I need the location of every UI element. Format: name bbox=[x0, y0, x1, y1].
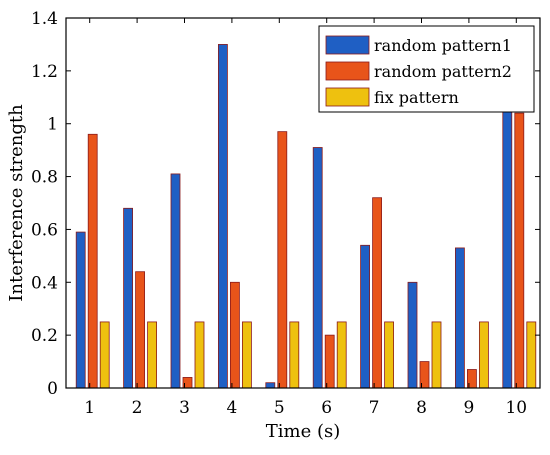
x-tick-label: 4 bbox=[226, 398, 237, 418]
y-axis-label: Interference strength bbox=[6, 104, 27, 302]
y-tick-label: 0.8 bbox=[31, 168, 58, 188]
bar-series1-cat8 bbox=[407, 281, 418, 389]
bar-series3-cat1 bbox=[99, 321, 110, 389]
legend-swatch-series1 bbox=[325, 35, 370, 55]
bar-series1-cat5 bbox=[265, 382, 276, 389]
bar-series1-cat7 bbox=[360, 244, 371, 389]
bar-series3-cat10 bbox=[526, 321, 537, 389]
plot-frame bbox=[65, 17, 541, 389]
y-tick-label: 1 bbox=[47, 115, 58, 135]
y-tick-label: 0.4 bbox=[31, 273, 58, 293]
x-tick-label: 3 bbox=[179, 398, 190, 418]
bar-series3-cat3 bbox=[194, 321, 205, 389]
x-tick-label: 8 bbox=[416, 398, 427, 418]
x-tick-label: 5 bbox=[274, 398, 285, 418]
y-tick-label: 1.2 bbox=[31, 62, 58, 82]
x-tick-label: 10 bbox=[505, 398, 527, 418]
x-tick-label: 1 bbox=[84, 398, 95, 418]
y-tick-label: 1.4 bbox=[31, 9, 58, 29]
bar-series1-cat3 bbox=[170, 173, 181, 389]
bar-series3-cat6 bbox=[336, 321, 347, 389]
bar-series1-cat4 bbox=[217, 44, 228, 389]
y-tick-label: 0.2 bbox=[31, 326, 58, 346]
bar-series2-cat1 bbox=[87, 133, 98, 389]
x-tick-label: 9 bbox=[463, 398, 474, 418]
y-tick-label: 0.6 bbox=[31, 220, 58, 240]
bar-series2-cat6 bbox=[324, 334, 335, 389]
legend-label-series3: fix pattern bbox=[374, 88, 459, 107]
bar-series2-cat5 bbox=[277, 131, 288, 389]
bar-series1-cat9 bbox=[454, 247, 465, 389]
bar-series2-cat2 bbox=[135, 271, 146, 389]
bars-layer bbox=[75, 44, 537, 389]
bar-series3-cat4 bbox=[241, 321, 252, 389]
legend-swatch-series2 bbox=[325, 61, 370, 81]
bar-series1-cat10 bbox=[502, 94, 513, 389]
bar-series1-cat6 bbox=[312, 147, 323, 389]
bar-series3-cat5 bbox=[289, 321, 300, 389]
bar-series3-cat7 bbox=[384, 321, 395, 389]
y-tick-label: 0 bbox=[47, 379, 58, 399]
legend: random pattern1 random pattern2 fix patter… bbox=[318, 25, 535, 113]
legend-label-series2: random pattern2 bbox=[374, 62, 512, 81]
x-tick-label: 6 bbox=[321, 398, 332, 418]
legend-label-series1: random pattern1 bbox=[374, 36, 512, 55]
bar-series2-cat7 bbox=[372, 197, 383, 389]
bar-series2-cat10 bbox=[514, 112, 525, 389]
bar-series1-cat1 bbox=[75, 231, 86, 389]
x-axis-label: Time (s) bbox=[266, 421, 341, 442]
ticks-layer: 0 0.2 0.4 0.6 0.8 1 1.2 1.4 1 2 3 4 5 6 7 8 9 10 bbox=[31, 9, 540, 418]
bar-series3-cat8 bbox=[431, 321, 442, 389]
x-tick-label: 2 bbox=[132, 398, 143, 418]
bar-series3-cat2 bbox=[147, 321, 158, 389]
bar-series3-cat9 bbox=[478, 321, 489, 389]
bar-series1-cat2 bbox=[123, 207, 133, 389]
legend-swatch-series3 bbox=[325, 87, 370, 107]
bar-series2-cat4 bbox=[229, 281, 240, 389]
x-tick-label: 7 bbox=[369, 398, 380, 418]
